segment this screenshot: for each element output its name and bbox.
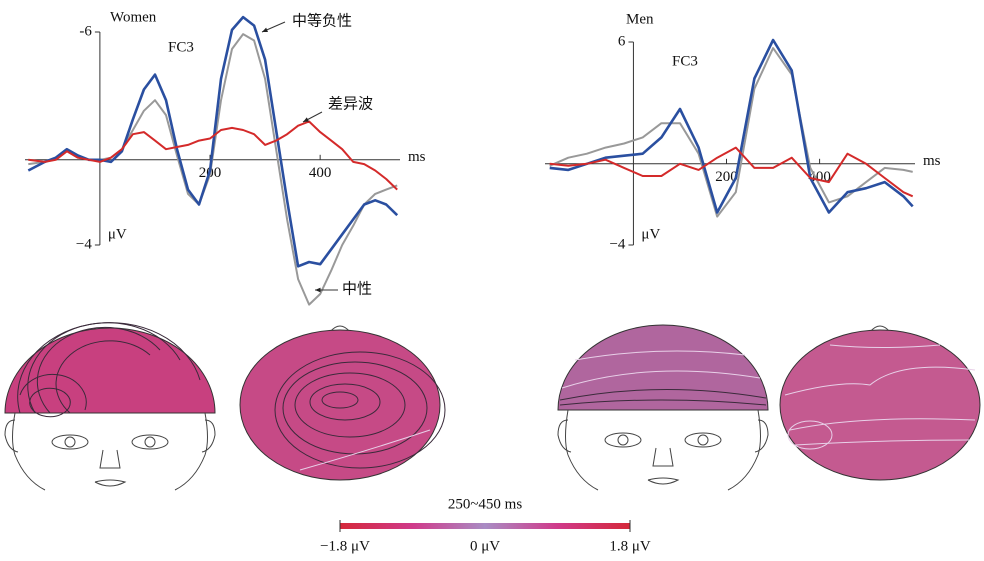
annotation: FC3 — [168, 39, 194, 55]
y-axis-label: μV — [641, 226, 660, 242]
x-tick-label: 400 — [309, 165, 332, 181]
colorbar — [340, 523, 630, 529]
annotation: 中性 — [342, 280, 372, 297]
colorbar-title: 250~450 ms — [448, 496, 523, 512]
line-series — [27, 15, 399, 268]
annotation: Men — [626, 11, 654, 27]
colorbar-label: 1.8 μV — [609, 538, 651, 554]
colorbar-label: 0 μV — [470, 538, 500, 554]
line-series — [549, 47, 913, 218]
y-tick-label: 6 — [618, 33, 626, 49]
y-tick-label: −4 — [609, 236, 625, 252]
arrow-head — [315, 287, 321, 293]
line-series — [549, 38, 914, 214]
annotation: FC3 — [672, 53, 698, 69]
topomap-men-side — [557, 324, 769, 491]
topomap-women-side — [4, 322, 216, 491]
y-axis-label: μV — [108, 226, 127, 242]
annotation: 中等负性 — [292, 11, 352, 29]
topomap-men-top — [779, 325, 981, 481]
annotation: Women — [110, 9, 157, 25]
topomap-women-top — [239, 325, 446, 481]
x-axis-label: ms — [408, 149, 426, 165]
colorbar-label: −1.8 μV — [320, 538, 370, 554]
arrow-head — [303, 117, 309, 122]
x-axis-label: ms — [923, 153, 941, 169]
y-tick-label: -6 — [79, 23, 92, 39]
line-series — [28, 120, 398, 191]
x-tick-label: 200 — [715, 169, 738, 185]
y-tick-label: −4 — [76, 236, 92, 252]
line-series — [549, 146, 914, 198]
annotation: 差异波 — [328, 95, 373, 112]
arrow-head — [262, 27, 268, 32]
